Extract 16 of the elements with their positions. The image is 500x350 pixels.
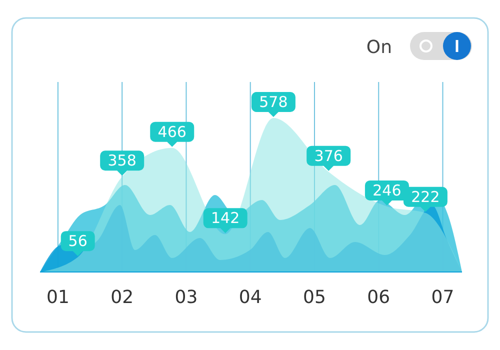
text: On [366, 37, 392, 58]
data-label: 56 [68, 232, 88, 250]
x-tick-label: 02 [110, 287, 134, 308]
data-label: 578 [259, 93, 288, 111]
data-label: 358 [108, 152, 136, 170]
x-tick-label: 06 [367, 287, 390, 308]
x-tick-label: 03 [174, 287, 198, 308]
x-tick-label: 04 [238, 287, 262, 308]
data-label: 142 [211, 209, 240, 228]
x-tick-label: 07 [431, 287, 454, 308]
data-label: 246 [372, 181, 402, 200]
data-label: 376 [314, 146, 343, 165]
data-label: 222 [411, 188, 440, 206]
data-label: 466 [158, 122, 186, 141]
x-tick-label: 01 [46, 287, 70, 308]
x-tick-label: 05 [303, 287, 326, 308]
